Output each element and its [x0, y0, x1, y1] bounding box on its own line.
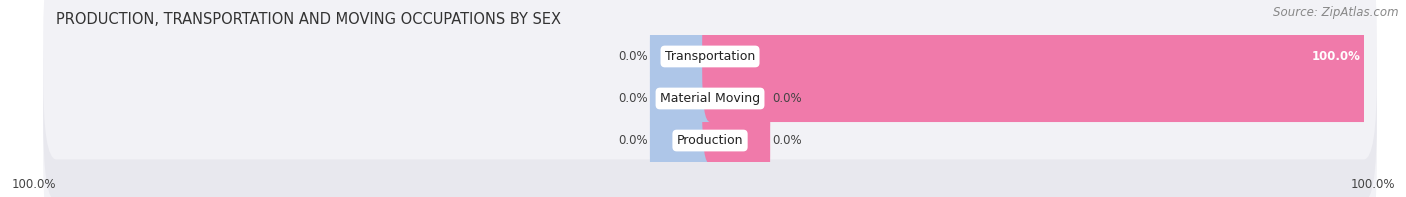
Text: 100.0%: 100.0% — [11, 178, 56, 191]
Text: 0.0%: 0.0% — [619, 92, 648, 105]
Text: 100.0%: 100.0% — [1350, 178, 1395, 191]
FancyBboxPatch shape — [44, 0, 1376, 159]
FancyBboxPatch shape — [702, 0, 1372, 122]
Text: 0.0%: 0.0% — [619, 50, 648, 63]
FancyBboxPatch shape — [44, 0, 1376, 197]
Text: 100.0%: 100.0% — [1312, 50, 1361, 63]
FancyBboxPatch shape — [650, 0, 718, 122]
FancyBboxPatch shape — [44, 38, 1376, 197]
Text: Transportation: Transportation — [665, 50, 755, 63]
FancyBboxPatch shape — [702, 75, 770, 197]
FancyBboxPatch shape — [650, 33, 718, 164]
Text: Source: ZipAtlas.com: Source: ZipAtlas.com — [1274, 6, 1399, 19]
FancyBboxPatch shape — [650, 75, 718, 197]
Text: Production: Production — [676, 134, 744, 147]
Text: Material Moving: Material Moving — [659, 92, 761, 105]
Text: 0.0%: 0.0% — [772, 92, 801, 105]
Text: PRODUCTION, TRANSPORTATION AND MOVING OCCUPATIONS BY SEX: PRODUCTION, TRANSPORTATION AND MOVING OC… — [56, 12, 561, 27]
FancyBboxPatch shape — [702, 33, 770, 164]
Text: 0.0%: 0.0% — [772, 134, 801, 147]
Text: 0.0%: 0.0% — [619, 134, 648, 147]
